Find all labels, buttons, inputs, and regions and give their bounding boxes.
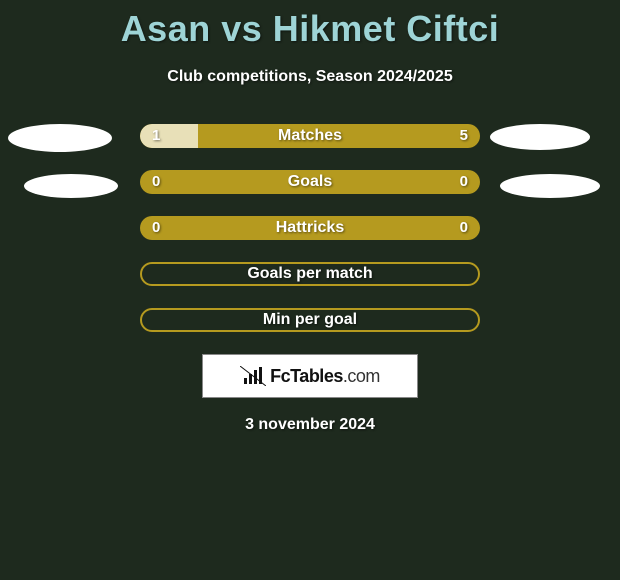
player-avatar-right-top	[490, 124, 590, 150]
stat-label: Goals	[140, 170, 480, 194]
stat-bar-min-per-goal: Min per goal	[140, 308, 480, 332]
bars-icon	[240, 366, 266, 386]
stat-bar-goals-per-match: Goals per match	[140, 262, 480, 286]
stat-label: Matches	[140, 124, 480, 148]
player-avatar-left-top	[8, 124, 112, 152]
date-label: 3 november 2024	[0, 416, 620, 434]
logo-text: FcTables.com	[270, 366, 380, 387]
stat-label: Hattricks	[140, 216, 480, 240]
stat-label: Min per goal	[142, 310, 478, 330]
stat-bar-hattricks: 00Hattricks	[140, 216, 480, 240]
stat-bar-goals: 00Goals	[140, 170, 480, 194]
stat-label: Goals per match	[142, 264, 478, 284]
subtitle: Club competitions, Season 2024/2025	[0, 68, 620, 86]
player-avatar-left-mid	[24, 174, 118, 198]
stat-bar-matches: 15Matches	[140, 124, 480, 148]
fctables-logo: FcTables.com	[202, 354, 418, 398]
page-title: Asan vs Hikmet Ciftci	[0, 0, 620, 50]
comparison-chart: 15Matches 00Goals 00Hattricks Goals per mat…	[0, 124, 620, 332]
player-avatar-right-mid	[500, 174, 600, 198]
